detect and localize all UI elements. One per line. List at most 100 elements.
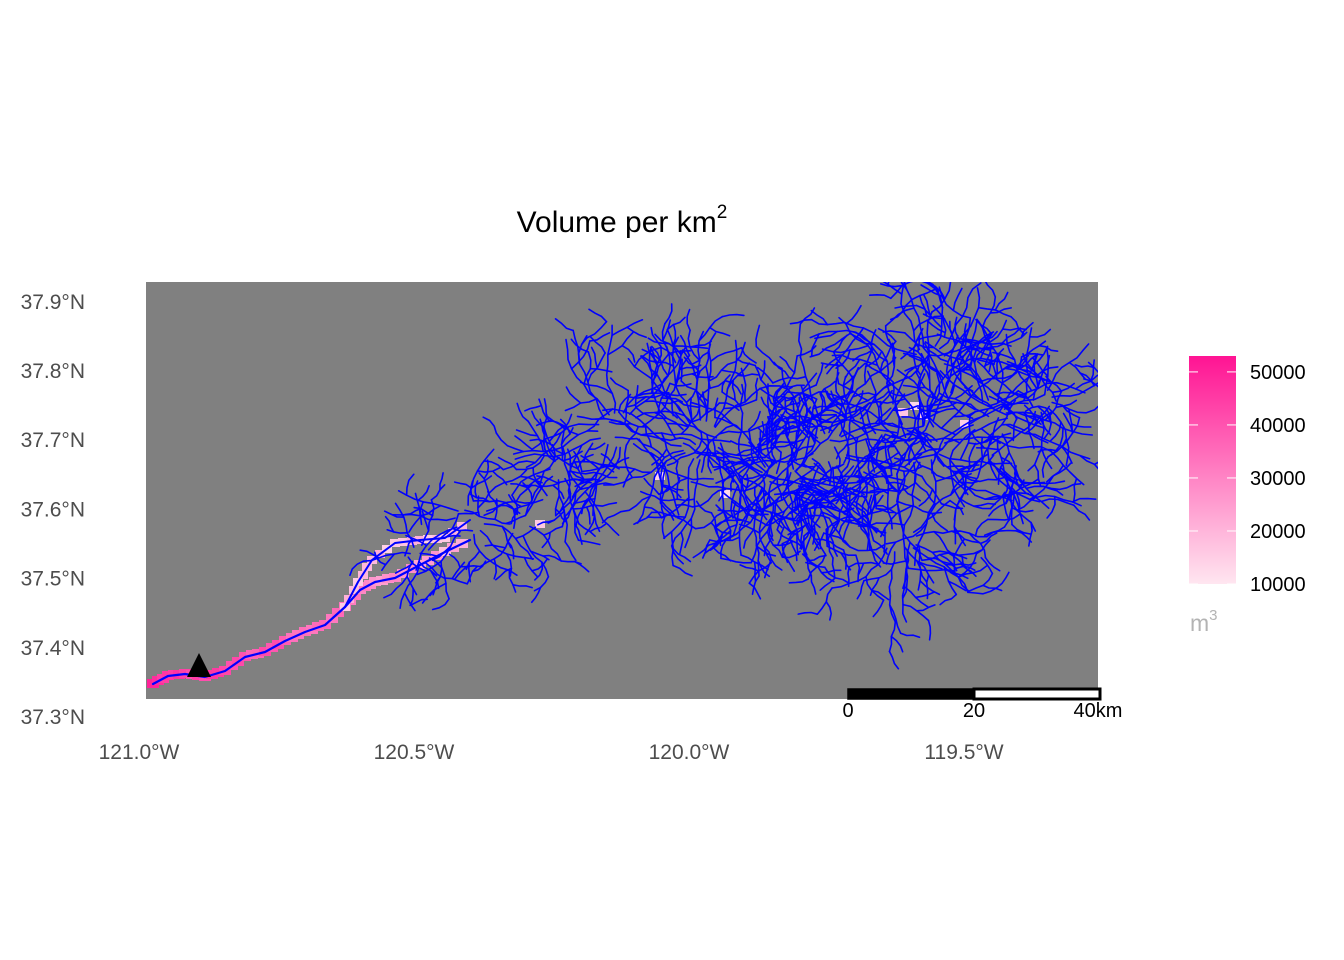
river-segment [927,557,958,570]
river-segment [1011,358,1028,376]
river-segment [1017,390,1034,408]
river-segment [759,502,776,516]
river-segment [966,486,1013,502]
river-segment [849,332,917,419]
river-segment [835,482,850,505]
river-segment [714,385,790,428]
river-segment [712,439,718,460]
river-segment [994,291,1009,311]
river-segment [643,506,663,519]
river-segment [870,390,890,405]
river-segment [494,498,498,521]
river-segment [884,307,915,327]
river-segment [567,460,615,473]
river-segment [580,320,608,346]
river-segment [505,514,527,525]
river-segment [899,632,921,639]
river-segment [1005,481,1014,504]
river-segment [810,574,817,595]
legend-tick-label: 10000 [1250,574,1306,596]
river-segment [609,377,629,392]
river-segment [666,451,696,466]
river-segment [520,484,543,489]
river-segment [832,390,855,400]
river-segment [477,495,481,518]
river-segment [627,357,691,424]
river-segment [736,373,760,377]
river-segment [425,562,469,585]
river-segment [945,334,959,381]
river-segment [432,575,442,596]
volume-cell [920,412,930,420]
river-segment [998,472,1019,485]
river-segment [843,321,917,356]
river-segment [760,360,766,381]
river-segment [756,366,774,384]
river-segment [439,472,444,491]
river-segment [789,539,798,562]
river-segment [955,565,976,571]
x-axis-label: 120.5°W [374,741,455,764]
river-segment [984,353,1002,367]
river-segment [598,463,620,470]
river-segment [927,619,932,641]
river-segment [602,408,682,447]
river-segment [1089,359,1095,382]
river-segment [967,586,998,595]
river-segment [578,523,596,537]
river-segment [1020,478,1040,489]
river-segment [661,485,682,499]
river-segment [918,561,943,570]
river-segment [767,407,786,418]
river-segment [1006,360,1029,374]
river-segment [641,348,662,362]
river-segment [569,470,618,479]
river-segment [836,361,840,385]
river-segment [896,369,976,411]
river-segment [1015,530,1033,543]
river-segment [1028,328,1052,338]
river-segment [885,541,897,565]
river-segment [856,579,865,600]
river-segment [690,481,762,492]
river-segment [919,432,938,442]
river-segment [949,429,976,508]
river-segment [915,262,926,281]
river-segment [1100,381,1104,403]
river-segment [410,598,428,606]
river-segment [512,584,533,589]
river-segment [720,557,752,564]
river-segment [519,475,543,484]
river-segment [768,409,786,423]
river-segment [989,307,1012,314]
river-segment [659,502,675,521]
river-segment [757,434,780,446]
river-segment [852,348,875,362]
river-segment [755,324,761,348]
river-segment [1011,486,1021,508]
river-segment [1043,347,1049,396]
river-segment [918,488,934,507]
river-segment [464,509,511,525]
river-segment [780,414,800,423]
river-segment [880,283,903,288]
river-segment [769,501,775,537]
river-segment [933,530,955,556]
river-segment [1040,498,1075,507]
river-segment [985,529,1017,538]
river-segment [866,410,877,435]
river-segment [472,499,518,515]
river-segment [964,386,981,401]
river-segment [415,526,458,571]
river-segment [988,349,993,372]
river-segment [845,304,862,325]
legend-tick-label: 30000 [1250,468,1306,490]
river-segment [732,501,739,524]
river-segment [451,527,474,532]
river-segment [843,441,850,464]
y-axis-label: 37.9°N [21,291,85,314]
river-segment [548,425,565,443]
river-segment [753,561,757,583]
river-segment [802,476,849,492]
river-segment [831,557,836,579]
